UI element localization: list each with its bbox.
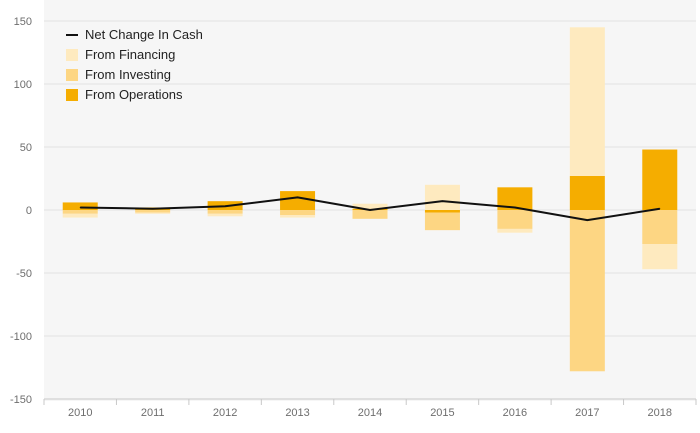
x-tick-label: 2011 <box>141 407 165 419</box>
bar-from-financing <box>424 184 460 210</box>
line-point <box>224 205 226 207</box>
y-tick-label: 50 <box>20 142 32 154</box>
line-point <box>514 206 516 208</box>
bar-from-operations <box>642 149 678 210</box>
bar-from-investing <box>207 210 243 214</box>
x-tick-label: 2017 <box>575 407 599 419</box>
bar-from-financing <box>280 215 316 218</box>
bar-from-operations <box>280 191 316 210</box>
x-tick-label: 2016 <box>503 407 527 419</box>
bar-from-investing <box>135 210 171 213</box>
y-tick-label: -150 <box>10 394 32 406</box>
y-tick-label: -50 <box>16 268 32 280</box>
y-tick-label: 150 <box>14 16 32 28</box>
x-tick-label: 2014 <box>358 407 382 419</box>
legend-swatch <box>66 69 78 81</box>
bar-from-investing <box>352 210 388 219</box>
line-point <box>659 208 661 210</box>
bar-from-investing <box>280 210 316 216</box>
bar-from-operations <box>497 187 533 210</box>
bar-from-financing <box>207 213 243 217</box>
x-tick-label: 2018 <box>648 407 672 419</box>
bar-from-investing <box>62 210 98 214</box>
bar-from-investing <box>642 210 678 245</box>
bar-from-operations <box>569 175 605 210</box>
x-tick-label: 2010 <box>68 407 92 419</box>
legend-label: From Financing <box>85 47 175 62</box>
y-tick-label: -100 <box>10 331 32 343</box>
bar-from-financing <box>62 213 98 218</box>
bar-from-financing <box>642 244 678 270</box>
legend: Net Change In Cash From Financing From Inv… <box>66 27 203 102</box>
legend-label: From Investing <box>85 67 171 82</box>
bar-from-operations <box>62 202 98 210</box>
y-tick-label: 0 <box>26 205 32 217</box>
net-change-line <box>79 196 661 222</box>
line-point <box>79 206 81 208</box>
bars <box>62 27 678 372</box>
bar-from-investing <box>497 210 533 229</box>
bar-from-financing <box>497 228 533 233</box>
bar-from-investing <box>569 210 605 372</box>
x-tick-label: 2013 <box>285 407 309 419</box>
bar-from-financing <box>569 27 605 176</box>
line-point <box>586 219 588 221</box>
line-point <box>441 200 443 202</box>
bar-from-operations <box>424 210 460 213</box>
legend-label: From Operations <box>85 87 183 102</box>
legend-swatch <box>66 49 78 61</box>
bar-from-financing <box>135 212 171 214</box>
legend-label: Net Change In Cash <box>85 27 203 42</box>
x-tick-label: 2012 <box>213 407 237 419</box>
x-axis: 2010 2011 2012 2013 2014 2015 2016 2017 2018 <box>43 398 697 419</box>
line-point <box>369 209 371 211</box>
y-tick-label: 100 <box>14 79 32 91</box>
line-point <box>152 208 154 210</box>
x-tick-label: 2015 <box>430 407 454 419</box>
y-axis: 150 100 50 0 -50 -100 -150 <box>10 16 32 406</box>
legend-swatch <box>66 89 78 101</box>
line-point <box>297 196 299 198</box>
bar-from-financing <box>352 203 388 209</box>
bar-from-investing <box>424 212 460 231</box>
